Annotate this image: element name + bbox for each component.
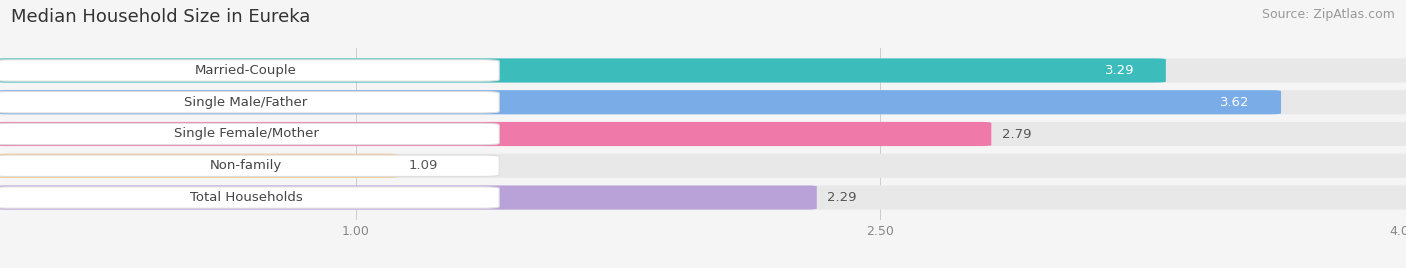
FancyBboxPatch shape — [0, 155, 499, 176]
FancyBboxPatch shape — [0, 123, 499, 145]
FancyBboxPatch shape — [0, 90, 1281, 114]
FancyBboxPatch shape — [0, 154, 1406, 178]
Text: Single Male/Father: Single Male/Father — [184, 96, 308, 109]
Text: 3.29: 3.29 — [1105, 64, 1135, 77]
FancyBboxPatch shape — [0, 90, 1406, 114]
Text: Median Household Size in Eureka: Median Household Size in Eureka — [11, 8, 311, 26]
FancyBboxPatch shape — [0, 92, 499, 113]
FancyBboxPatch shape — [0, 185, 817, 210]
FancyBboxPatch shape — [0, 122, 991, 146]
Text: Non-family: Non-family — [209, 159, 283, 172]
Text: 3.62: 3.62 — [1220, 96, 1250, 109]
Text: Married-Couple: Married-Couple — [195, 64, 297, 77]
Text: Single Female/Mother: Single Female/Mother — [174, 128, 319, 140]
FancyBboxPatch shape — [0, 187, 499, 208]
Text: Total Households: Total Households — [190, 191, 302, 204]
FancyBboxPatch shape — [0, 60, 499, 81]
FancyBboxPatch shape — [0, 58, 1406, 83]
FancyBboxPatch shape — [0, 185, 1406, 210]
Text: 1.09: 1.09 — [408, 159, 437, 172]
FancyBboxPatch shape — [0, 154, 398, 178]
Text: 2.29: 2.29 — [827, 191, 856, 204]
Text: Source: ZipAtlas.com: Source: ZipAtlas.com — [1261, 8, 1395, 21]
FancyBboxPatch shape — [0, 122, 1406, 146]
FancyBboxPatch shape — [0, 58, 1166, 83]
Text: 2.79: 2.79 — [1002, 128, 1031, 140]
